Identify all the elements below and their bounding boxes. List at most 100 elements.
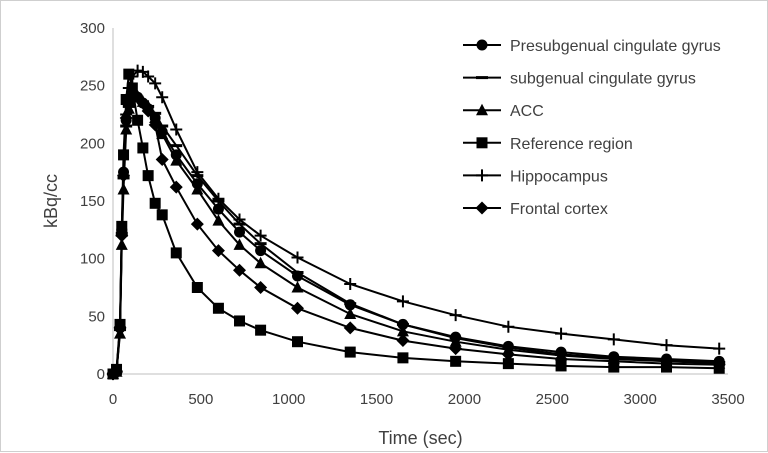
x-tick-label: 2000	[448, 391, 481, 408]
legend-label: Presubgenual cingulate gyrus	[510, 38, 721, 55]
legend-marker-plus	[476, 169, 488, 182]
x-tick-label: 1000	[272, 391, 305, 408]
data-point-diamond	[211, 244, 225, 258]
data-point-diamond	[148, 118, 162, 132]
data-point-plus	[607, 333, 620, 346]
data-point-diamond	[607, 354, 621, 368]
legend-entry: Reference region	[463, 136, 633, 153]
data-point-plus	[502, 320, 515, 333]
data-point-triangle	[449, 335, 462, 347]
data-point-triangle	[170, 154, 183, 166]
data-point-plus	[191, 166, 204, 179]
data-point-triangle	[156, 127, 169, 140]
data-point-plus	[449, 309, 462, 322]
series-line	[112, 73, 720, 375]
data-point-circle	[255, 245, 267, 257]
data-point-plus	[254, 229, 267, 242]
legend-entry: subgenual cingulate gyrus	[463, 71, 696, 88]
data-point-triangle	[191, 182, 204, 195]
data-point-diamond	[712, 358, 726, 372]
series	[106, 84, 726, 381]
data-point-plus	[126, 70, 139, 83]
series	[107, 90, 726, 379]
data-point-square	[502, 358, 514, 370]
y-tick-label: 150	[80, 193, 105, 210]
x-tick-label: 3000	[623, 391, 656, 408]
legend-label: Frontal cortex	[510, 201, 608, 218]
data-point-diamond	[254, 281, 268, 294]
series-line	[112, 89, 720, 375]
data-point-square	[132, 114, 144, 126]
data-point-plus	[233, 213, 246, 226]
data-point-diamond	[119, 111, 133, 125]
data-point-plus	[149, 77, 162, 90]
data-point-square	[212, 302, 224, 314]
legend-label: subgenual cingulate gyrus	[510, 71, 696, 88]
x-tick-label: 1500	[360, 391, 393, 408]
axes	[112, 28, 728, 375]
data-point-diamond	[660, 357, 673, 371]
legend-entry: Presubgenual cingulate gyrus	[463, 38, 721, 55]
y-tick-label: 200	[80, 135, 105, 152]
y-tick-label: 250	[80, 78, 105, 95]
data-point-diamond	[117, 169, 131, 183]
legend-marker-diamond	[475, 201, 489, 215]
series-group	[106, 64, 726, 381]
data-point-diamond	[449, 342, 463, 356]
data-point-square	[142, 170, 154, 182]
data-point-diamond	[396, 334, 410, 348]
data-point-diamond	[169, 180, 183, 194]
data-point-plus	[156, 91, 169, 104]
data-point-diamond	[115, 229, 129, 243]
data-point-plus	[555, 327, 568, 340]
data-point-plus	[396, 295, 409, 308]
data-point-square	[397, 352, 409, 364]
legend-entry: Frontal cortex	[463, 201, 608, 218]
y-tick-label: 300	[80, 20, 105, 37]
data-point-diamond	[554, 352, 568, 366]
data-point-diamond	[110, 365, 124, 379]
data-point-diamond	[136, 96, 150, 110]
y-tick-label: 50	[88, 308, 105, 325]
data-point-diamond	[501, 347, 515, 361]
data-point-diamond	[233, 263, 247, 277]
x-tick-label: 500	[188, 391, 213, 408]
y-tick-label: 100	[80, 251, 105, 268]
data-point-circle	[234, 226, 246, 238]
data-point-triangle	[396, 324, 409, 337]
legend-label: Hippocampus	[510, 168, 608, 185]
data-point-triangle	[344, 307, 357, 320]
legend-marker-triangle	[476, 103, 488, 116]
legend: Presubgenual cingulate gyrus subgenual ci…	[463, 38, 721, 218]
data-point-square	[450, 355, 462, 367]
y-tick-label: 0	[97, 366, 105, 383]
data-point-diamond	[141, 104, 155, 118]
legend-label: Reference region	[510, 136, 633, 153]
y-axis-title: kBq/cc	[41, 174, 61, 228]
x-tick-label: 3500	[711, 391, 744, 408]
data-point-square	[137, 142, 149, 154]
data-point-plus	[344, 278, 357, 291]
data-point-triangle	[212, 214, 225, 226]
data-point-diamond	[343, 321, 357, 335]
legend-label: ACC	[510, 103, 544, 120]
data-point-square	[191, 282, 203, 293]
legend-entry: Hippocampus	[463, 168, 608, 185]
legend-entry: ACC	[463, 103, 544, 120]
data-point-plus	[131, 64, 144, 77]
data-point-square	[123, 68, 135, 80]
data-point-square	[234, 315, 246, 327]
data-point-plus	[142, 70, 155, 83]
data-point-square	[344, 346, 356, 358]
series	[107, 85, 725, 380]
data-point-square	[555, 360, 567, 372]
data-point-square	[255, 324, 267, 336]
data-point-diamond	[155, 152, 169, 166]
data-point-circle	[212, 203, 224, 215]
data-point-plus	[170, 123, 183, 136]
data-point-triangle	[233, 238, 246, 250]
data-point-square	[170, 247, 182, 259]
data-point-triangle	[254, 256, 267, 269]
